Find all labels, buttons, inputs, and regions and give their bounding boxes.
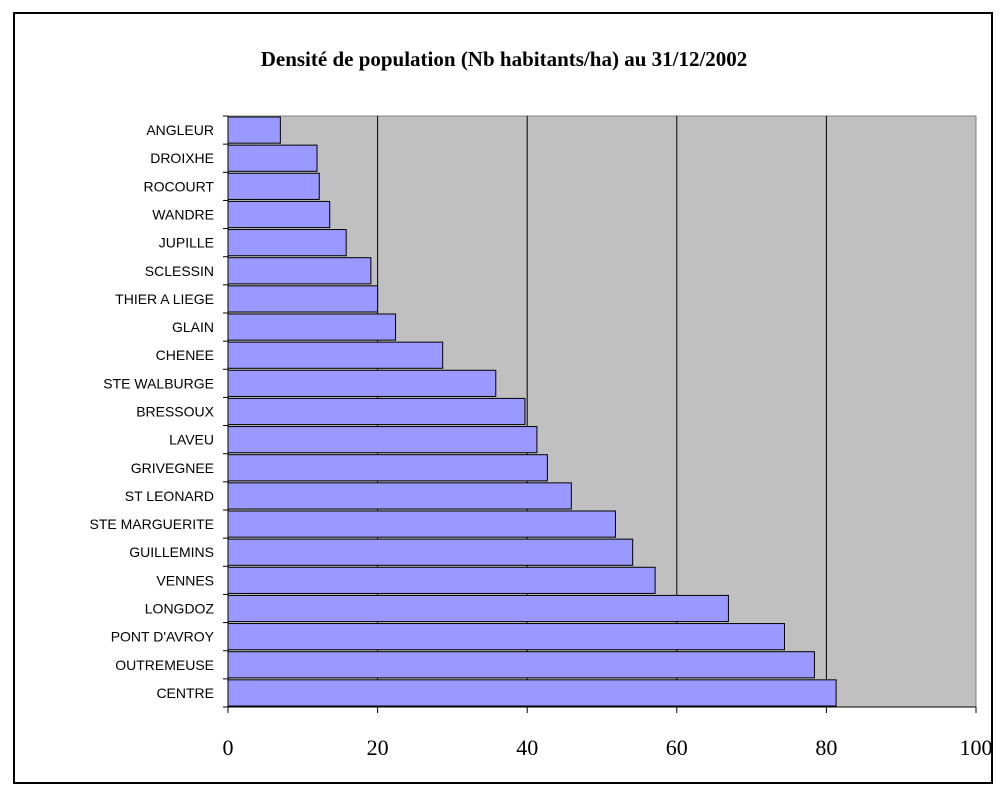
- category-label: GRIVEGNEE: [131, 460, 214, 476]
- category-label: ROCOURT: [143, 178, 214, 194]
- bar: [227, 426, 538, 454]
- bar: [227, 116, 281, 144]
- category-label: DROIXHE: [150, 150, 214, 166]
- category-label: OUTREMEUSE: [115, 657, 214, 673]
- x-tick-label: 20: [367, 735, 389, 760]
- category-label: THIER A LIEGE: [115, 291, 214, 307]
- x-tick-label: 100: [960, 735, 993, 760]
- category-label: LAVEU: [169, 432, 214, 448]
- category-label: JUPILLE: [159, 235, 214, 251]
- category-label: ST LEONARD: [125, 488, 214, 504]
- category-label: STE MARGUERITE: [90, 516, 214, 532]
- bar: [227, 510, 616, 538]
- category-label: ANGLEUR: [146, 122, 214, 138]
- bar: [227, 623, 786, 651]
- x-tick-label: 80: [815, 735, 837, 760]
- bar: [227, 679, 837, 707]
- category-label: GLAIN: [172, 319, 214, 335]
- category-label: WANDRE: [152, 207, 214, 223]
- bar: [227, 369, 497, 397]
- category-label: VENNES: [156, 572, 214, 588]
- bar: [227, 144, 318, 172]
- category-label: GUILLEMINS: [129, 544, 214, 560]
- bar: [227, 313, 397, 341]
- x-tick-label: 40: [516, 735, 538, 760]
- bar: [227, 257, 372, 285]
- category-label: STE WALBURGE: [103, 375, 214, 391]
- bar: [227, 285, 379, 313]
- bar: [227, 651, 815, 679]
- bar: [227, 482, 572, 510]
- bar: [227, 397, 526, 426]
- category-label: SCLESSIN: [145, 263, 214, 279]
- bar: [227, 538, 634, 566]
- bar: [227, 172, 320, 200]
- bar: [227, 594, 729, 623]
- category-label: BRESSOUX: [136, 404, 214, 420]
- category-label: PONT D'AVROY: [111, 629, 215, 645]
- bar: [227, 566, 656, 594]
- x-tick-label: 60: [666, 735, 688, 760]
- category-label: CENTRE: [156, 685, 214, 701]
- category-label: LONGDOZ: [145, 601, 215, 617]
- bar: [227, 200, 331, 229]
- bar: [227, 454, 548, 482]
- category-label: CHENEE: [156, 347, 214, 363]
- bar: [227, 341, 444, 369]
- bar: [227, 229, 347, 257]
- chart-title: Densité de population (Nb habitants/ha) …: [260, 47, 748, 71]
- x-tick-label: 0: [223, 735, 234, 760]
